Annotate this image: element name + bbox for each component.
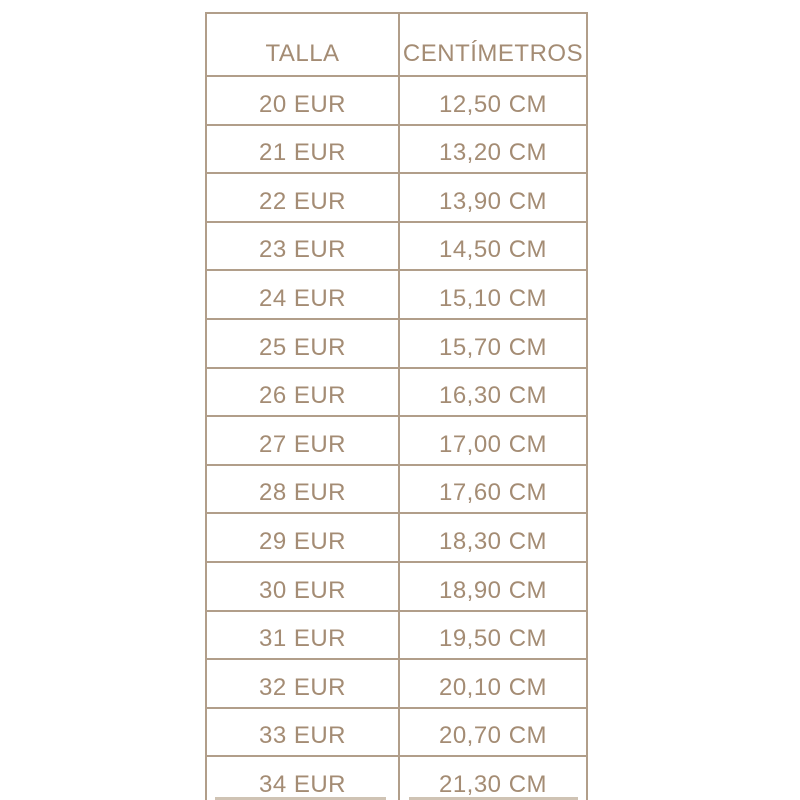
size-cell: 21 EUR bbox=[205, 123, 400, 175]
table-row: 22 EUR 13,90 CM bbox=[205, 172, 588, 223]
cropped-next-row-border-right bbox=[409, 797, 578, 800]
size-cell: 22 EUR bbox=[205, 172, 400, 223]
centimeters-cell: 12,50 CM bbox=[398, 75, 588, 126]
table-row: 25 EUR 15,70 CM bbox=[205, 317, 588, 369]
centimeters-cell: 14,50 CM bbox=[398, 220, 588, 272]
size-cell: 28 EUR bbox=[205, 463, 400, 515]
size-cell: 31 EUR bbox=[205, 609, 400, 661]
table-header: TALLA CENTÍMETROS bbox=[205, 12, 588, 77]
size-cell: 27 EUR bbox=[205, 415, 400, 466]
column-header-centimetros: CENTÍMETROS bbox=[398, 12, 588, 77]
size-cell: 33 EUR bbox=[205, 706, 400, 758]
table-row: 21 EUR 13,20 CM bbox=[205, 123, 588, 175]
table-row: 32 EUR 20,10 CM bbox=[205, 658, 588, 709]
centimeters-cell: 21,30 CM bbox=[398, 755, 588, 800]
size-cell: 34 EUR bbox=[205, 755, 400, 800]
centimeters-cell: 15,70 CM bbox=[398, 317, 588, 369]
size-cell: 30 EUR bbox=[205, 560, 400, 612]
table-row: 31 EUR 19,50 CM bbox=[205, 609, 588, 661]
table-row: 27 EUR 17,00 CM bbox=[205, 415, 588, 466]
centimeters-cell: 17,00 CM bbox=[398, 415, 588, 466]
size-cell: 26 EUR bbox=[205, 366, 400, 418]
centimeters-cell: 19,50 CM bbox=[398, 609, 588, 661]
cropped-next-row-border-left bbox=[215, 797, 386, 800]
table-row: 33 EUR 20,70 CM bbox=[205, 706, 588, 758]
size-cell: 25 EUR bbox=[205, 317, 400, 369]
size-cell: 23 EUR bbox=[205, 220, 400, 272]
table-row: 24 EUR 15,10 CM bbox=[205, 269, 588, 320]
table-body: 20 EUR 12,50 CM 21 EUR 13,20 CM 22 EUR 1… bbox=[205, 75, 588, 800]
size-cell: 29 EUR bbox=[205, 512, 400, 563]
table-row: 29 EUR 18,30 CM bbox=[205, 512, 588, 563]
centimeters-cell: 16,30 CM bbox=[398, 366, 588, 418]
table-row: 28 EUR 17,60 CM bbox=[205, 463, 588, 515]
header-row: TALLA CENTÍMETROS bbox=[205, 12, 588, 77]
table-row: 26 EUR 16,30 CM bbox=[205, 366, 588, 418]
size-cell: 20 EUR bbox=[205, 75, 400, 126]
centimeters-cell: 18,30 CM bbox=[398, 512, 588, 563]
centimeters-cell: 13,90 CM bbox=[398, 172, 588, 223]
centimeters-cell: 13,20 CM bbox=[398, 123, 588, 175]
size-cell: 32 EUR bbox=[205, 658, 400, 709]
size-cell: 24 EUR bbox=[205, 269, 400, 320]
centimeters-cell: 15,10 CM bbox=[398, 269, 588, 320]
column-header-talla: TALLA bbox=[205, 12, 400, 77]
centimeters-cell: 17,60 CM bbox=[398, 463, 588, 515]
centimeters-cell: 20,10 CM bbox=[398, 658, 588, 709]
table-row: 23 EUR 14,50 CM bbox=[205, 220, 588, 272]
size-conversion-table: TALLA CENTÍMETROS 20 EUR 12,50 CM 21 EUR… bbox=[205, 12, 588, 800]
centimeters-cell: 18,90 CM bbox=[398, 560, 588, 612]
table-row: 30 EUR 18,90 CM bbox=[205, 560, 588, 612]
centimeters-cell: 20,70 CM bbox=[398, 706, 588, 758]
table-row: 34 EUR 21,30 CM bbox=[205, 755, 588, 800]
table-row: 20 EUR 12,50 CM bbox=[205, 75, 588, 126]
